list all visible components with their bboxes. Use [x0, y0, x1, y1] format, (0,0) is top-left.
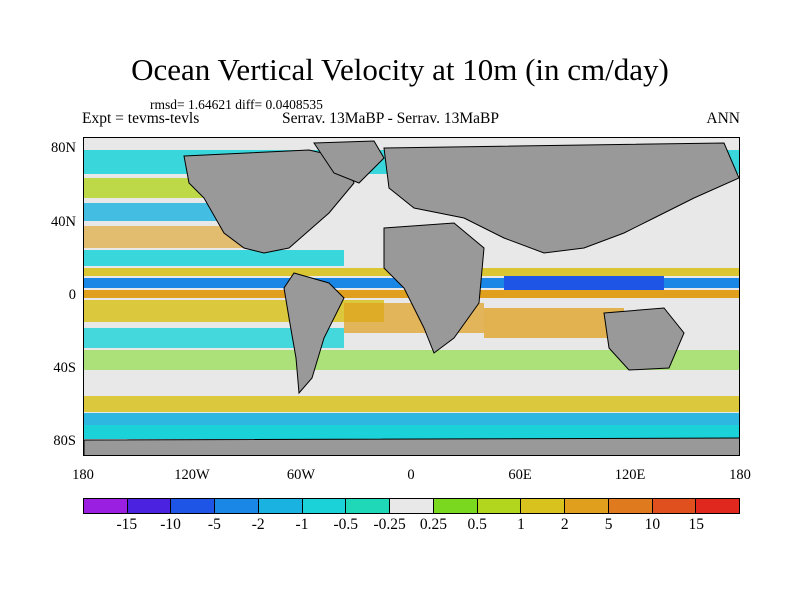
colorbar-tick-label: 1 [517, 516, 525, 533]
antarctica-land [84, 437, 739, 455]
lon-tick-180-left: 180 [72, 467, 94, 483]
lat-tick-80s: 80S [53, 433, 76, 449]
colorbar-tick-label: 10 [644, 516, 661, 533]
south-pacific-cyan-band [84, 328, 344, 348]
eurasia-land [383, 142, 739, 254]
circumpolar-blue-band [84, 413, 739, 425]
lon-tick-120w: 120W [174, 467, 210, 483]
colorbar-swatch [608, 499, 653, 513]
indian-ocean-upwelling [504, 276, 664, 292]
colorbar-tick-label: -1 [295, 516, 309, 533]
colorbar-tick-label: -15 [116, 516, 138, 533]
colorbar-swatch [390, 499, 434, 513]
colorbar-swatch [565, 499, 609, 513]
experiment-label: Expt = tevms-tevls [82, 110, 200, 127]
subtropical-cyan-band [84, 250, 344, 266]
colorbar-tick-label: 15 [688, 516, 704, 533]
australia-land [603, 307, 685, 371]
colorbar-swatch [433, 499, 478, 513]
antarctic-shelf-band [84, 425, 739, 439]
colorbar-swatch [171, 499, 216, 513]
land-masses [84, 140, 739, 455]
colorbar-swatch [258, 499, 303, 513]
colorbar-swatch [521, 499, 566, 513]
colorbar-swatch [127, 499, 172, 513]
lon-tick-180-right: 180 [729, 467, 751, 483]
circumpolar-yellow-band [84, 396, 739, 412]
lon-tick-120e: 120E [614, 467, 646, 483]
southern-green-band [84, 350, 739, 370]
plot-title: Ocean Vertical Velocity at 10m (in cm/da… [131, 52, 669, 87]
lat-tick-80n: 80N [51, 140, 76, 156]
colorbar-tick-label: 2 [560, 516, 569, 533]
colorbar-swatch [302, 499, 347, 513]
center-label: Serrav. 13MaBP - Serrav. 13MaBP [282, 110, 499, 127]
map-svg [84, 138, 739, 455]
colorbar-tick-label: -5 [207, 516, 221, 533]
colorbar-tick-label: -0.25 [373, 516, 406, 533]
colorbar-swatch [696, 499, 740, 513]
stats-line: rmsd= 1.64621 diff= 0.0408535 [150, 97, 323, 112]
lat-tick-40s: 40S [53, 360, 76, 376]
colorbar-swatch [215, 499, 259, 513]
colorbar-tick-label: 0.25 [419, 516, 447, 533]
lat-tick-40n: 40N [51, 214, 76, 230]
subtropical-orange-band [84, 226, 264, 248]
lon-tick-60w: 60W [286, 467, 316, 483]
colorbar-tick-label: -0.5 [333, 516, 359, 533]
colorbar-swatch [652, 499, 697, 513]
greenland-land [313, 140, 385, 184]
colorbar-tick-label: 5 [604, 516, 613, 533]
colorbar-tick-label: -2 [251, 516, 265, 533]
season-label: ANN [706, 110, 740, 127]
africa-land [383, 222, 485, 354]
colorbar-swatch [346, 499, 391, 513]
map-panel [83, 137, 740, 456]
colorbar [83, 498, 740, 514]
lon-tick-60e: 60E [508, 467, 532, 483]
colorbar-swatch [477, 499, 522, 513]
lon-tick-0: 0 [407, 467, 415, 483]
colorbar-tick-label: -10 [160, 516, 181, 533]
colorbar-swatch [84, 499, 128, 513]
lat-tick-0: 0 [68, 287, 76, 303]
south-america-land [283, 272, 345, 395]
colorbar-tick-label: 0.5 [467, 516, 487, 533]
southern-gray-band [84, 376, 739, 394]
south-indian-orange-patch [484, 308, 624, 338]
